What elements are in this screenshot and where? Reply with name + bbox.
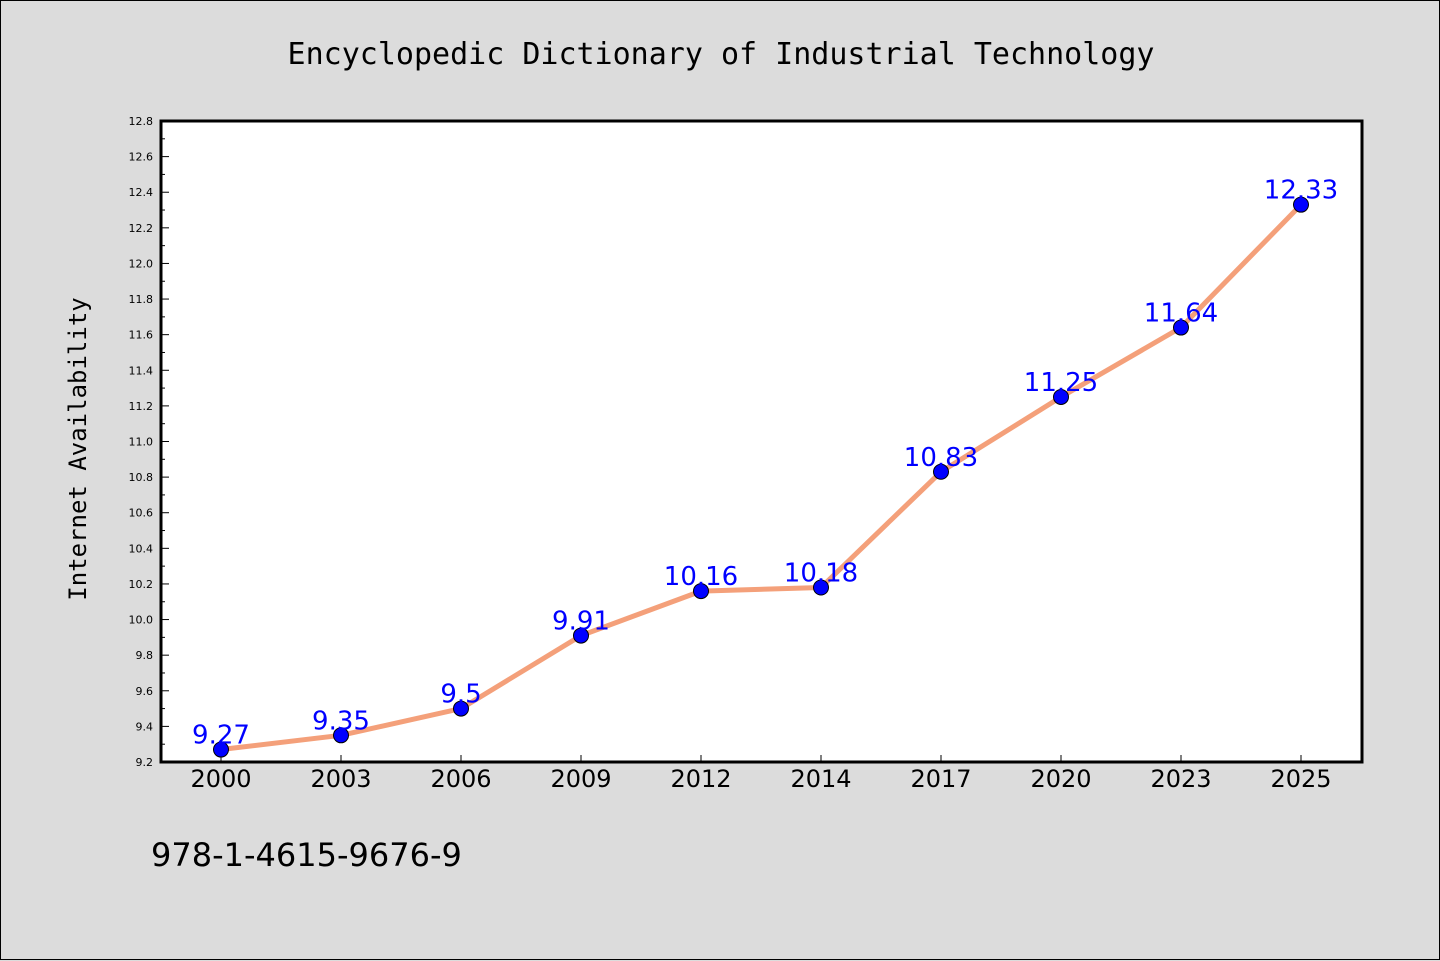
y-tick-label: 10.6	[129, 507, 154, 520]
x-tick-label: 2003	[310, 765, 371, 793]
data-label: 11.64	[1144, 299, 1218, 329]
data-label: 12.33	[1264, 176, 1338, 206]
plot-area	[159, 119, 1364, 764]
x-tick-label: 2017	[910, 765, 971, 793]
data-labels: 9.27 9.35 9.5 9.91 10.16 10.18 10.83 11.25 11.64…	[192, 176, 1338, 751]
series-line	[218, 202, 1304, 752]
data-point	[933, 463, 949, 480]
y-tick-label: 11.8	[129, 293, 154, 306]
data-point	[573, 627, 589, 644]
x-tick-label: 2014	[790, 765, 851, 793]
data-label: 11.25	[1024, 368, 1098, 398]
y-tick-label: 9.8	[136, 649, 154, 662]
y-tick-label: 12.2	[129, 222, 154, 235]
data-label: 9.91	[552, 607, 610, 637]
data-point	[1173, 319, 1189, 336]
data-label: 10.16	[664, 562, 738, 592]
isbn-text: 978-1-4615-9676-9	[151, 836, 462, 874]
data-label: 9.35	[312, 706, 370, 736]
y-tick-label: 11.0	[129, 436, 154, 449]
data-point	[333, 727, 349, 744]
x-tick-label: 2023	[1150, 765, 1211, 793]
data-point	[213, 741, 229, 758]
y-tick-label: 11.2	[129, 400, 154, 413]
y-tick-label: 11.6	[129, 329, 154, 342]
y-tick-label: 10.0	[129, 614, 154, 627]
x-tick-label: 2009	[550, 765, 611, 793]
data-label: 10.18	[784, 559, 858, 589]
y-tick-label: 9.4	[136, 720, 154, 733]
x-tick-label: 2020	[1030, 765, 1091, 793]
data-label: 9.27	[192, 721, 250, 751]
y-axis-label: Internet Availability	[64, 297, 92, 600]
data-point	[1053, 388, 1069, 405]
y-tick-label: 11.4	[129, 364, 154, 377]
x-tick-label: 2012	[670, 765, 731, 793]
x-axis-ticks: 2000 2003 2006 2009 2012 2014 2017 2020 2023 2025	[190, 755, 1332, 793]
data-point	[813, 579, 829, 596]
y-tick-label: 10.8	[129, 471, 154, 484]
data-label: 10.83	[904, 443, 978, 473]
data-point	[693, 583, 709, 600]
y-tick-label: 12.8	[129, 115, 154, 128]
data-point	[453, 700, 469, 717]
y-tick-label: 9.2	[136, 756, 154, 769]
y-tick-label: 12.0	[129, 257, 154, 270]
data-point	[1293, 196, 1309, 213]
x-tick-label: 2006	[430, 765, 491, 793]
y-tick-label: 10.2	[129, 578, 154, 591]
y-tick-label: 10.4	[129, 542, 154, 555]
y-tick-label: 12.4	[129, 186, 154, 199]
data-label: 9.5	[440, 680, 481, 710]
data-markers	[213, 196, 1309, 758]
y-tick-label: 9.6	[136, 685, 154, 698]
x-tick-label: 2025	[1270, 765, 1331, 793]
x-tick-label: 2000	[190, 765, 251, 793]
y-tick-label: 12.6	[129, 151, 154, 164]
y-axis-ticks: 9.2 9.4 9.6 9.8 10.0 10.2 10.4 10.6 10.8 11.0 11.2…	[129, 115, 169, 769]
chart-title: Encyclopedic Dictionary of Industrial Te…	[288, 37, 1155, 72]
